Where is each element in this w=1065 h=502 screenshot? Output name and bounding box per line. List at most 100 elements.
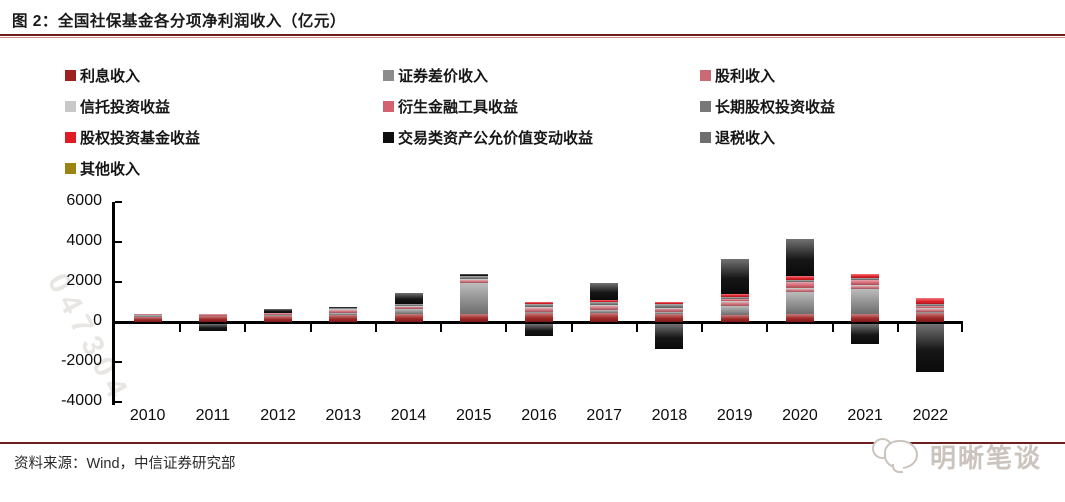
legend-item: 交易类资产公允价值变动收益 (383, 126, 593, 148)
bar-segment (720, 259, 749, 294)
legend-item: 利息收入 (65, 64, 140, 86)
bubble-tail-icon (892, 464, 903, 473)
footer-divider (0, 442, 1065, 444)
x-axis-tick-label: 2017 (586, 407, 623, 424)
bar-segment (264, 313, 293, 316)
bar-segment (916, 309, 945, 312)
bar-segment (785, 288, 814, 289)
bar-segment (785, 282, 814, 288)
legend-label: 交易类资产公允价值变动收益 (398, 129, 594, 147)
bar-segment (329, 309, 358, 310)
x-axis-tick-mark (374, 323, 377, 332)
bar-segment (329, 308, 358, 310)
bar-segment (329, 310, 358, 313)
legend-swatch-icon (383, 69, 394, 81)
bar-segment (394, 314, 423, 322)
legend-item: 股权投资基金收益 (65, 126, 200, 148)
bar-segment (394, 304, 423, 306)
bar-segment (394, 293, 423, 304)
bar-segment (394, 309, 423, 315)
x-axis-tick-mark (179, 323, 182, 332)
bar-segment (851, 288, 880, 314)
bar-segment (590, 302, 619, 306)
bar-segment (133, 314, 162, 316)
legend-item: 长期股权投资收益 (700, 95, 835, 117)
bar-segment (459, 276, 488, 279)
x-axis-tick-mark (440, 323, 443, 332)
bar-segment (459, 313, 488, 322)
y-axis-tick-label: 2000 (66, 272, 102, 289)
chart-legend: 利息收入 信托投资收益 股权投资基金收益 其他收入 证券差价收入 衍生金融工具收益 交易类资… (0, 0, 1065, 190)
y-axis-tick-label: 4000 (66, 232, 102, 249)
figure-title: 图 2：全国社保基金各分项净利润收入（亿元） (12, 13, 346, 30)
legend-label: 证券差价收入 (398, 67, 489, 85)
bar-segment (590, 300, 619, 303)
x-axis-tick-mark (896, 323, 899, 332)
legend-label: 退税收入 (715, 129, 776, 147)
stacked-bar-chart: 6000 4000 2000 0 -2000 -4000 2010 2011 2012 2013 2… (0, 190, 1065, 435)
data-source-note: 资料来源：Wind，中信证券研究部 (14, 456, 236, 472)
legend-label: 信托投资收益 (80, 98, 171, 116)
x-axis-tick-label: 2011 (195, 407, 231, 424)
bar-segment (655, 308, 684, 312)
bar-segment (329, 312, 358, 315)
y-axis-tick-label: 6000 (66, 192, 102, 209)
bar-segment (655, 304, 684, 308)
bar-segment (916, 313, 945, 322)
y-axis-tick-mark (115, 201, 122, 203)
bar-segment (264, 309, 293, 313)
legend-swatch-icon (700, 131, 711, 143)
legend-swatch-icon (65, 131, 76, 143)
legend-item: 退税收入 (700, 126, 775, 148)
y-axis-tick-mark (115, 281, 122, 283)
bar-segment (525, 323, 553, 336)
x-axis-tick-label: 2013 (325, 407, 362, 424)
bar-segment (525, 311, 553, 314)
bar-segment (851, 313, 880, 322)
bar-segment (590, 305, 619, 306)
legend-swatch-icon (65, 69, 76, 81)
bar-segment (720, 306, 749, 315)
bar-segment (590, 306, 619, 310)
bar-segment (525, 307, 553, 312)
x-axis-tick-mark (961, 323, 963, 332)
legend-swatch-icon (383, 100, 394, 112)
legend-swatch-icon (700, 100, 711, 112)
legend-label: 长期股权投资收益 (715, 98, 836, 116)
legend-label: 股权投资基金收益 (80, 129, 201, 147)
x-axis-tick-label: 2014 (390, 407, 427, 424)
bar-segment (525, 302, 553, 305)
x-axis-tick-label: 2018 (651, 407, 688, 424)
bar-segment (720, 302, 749, 306)
bar-segment (264, 316, 293, 322)
bar-segment (525, 307, 553, 308)
bar-segment (916, 308, 945, 309)
legend-label: 利息收入 (80, 67, 141, 85)
legend-swatch-icon (65, 100, 76, 112)
bar-segment (720, 294, 749, 297)
bar-segment (198, 323, 227, 331)
bar-segment (264, 315, 293, 316)
bar-segment (459, 282, 488, 314)
x-axis-tick-label: 2016 (521, 407, 557, 424)
bar-segment (851, 323, 880, 344)
bar-segment (916, 306, 945, 309)
x-axis-tick-label: 2020 (782, 407, 818, 424)
bar-segment (655, 313, 684, 322)
bar-segment (916, 298, 945, 305)
x-axis-tick-label: 2012 (260, 407, 296, 424)
bar-segment (459, 274, 488, 276)
y-axis-tick-mark (115, 401, 122, 403)
bar-segment (655, 307, 684, 309)
watermark-brand-text: 明晰笔谈 (930, 443, 1043, 473)
bar-segment (785, 239, 814, 276)
bar-segment (525, 304, 553, 308)
x-axis-tick-mark (701, 323, 704, 332)
bar-segment (329, 307, 358, 309)
bar-segment (590, 283, 619, 301)
x-axis-tick-label: 2021 (847, 407, 883, 424)
bar-segment (720, 299, 749, 301)
legend-item: 股利收入 (700, 64, 775, 86)
x-axis-tick-label: 2019 (716, 407, 753, 424)
